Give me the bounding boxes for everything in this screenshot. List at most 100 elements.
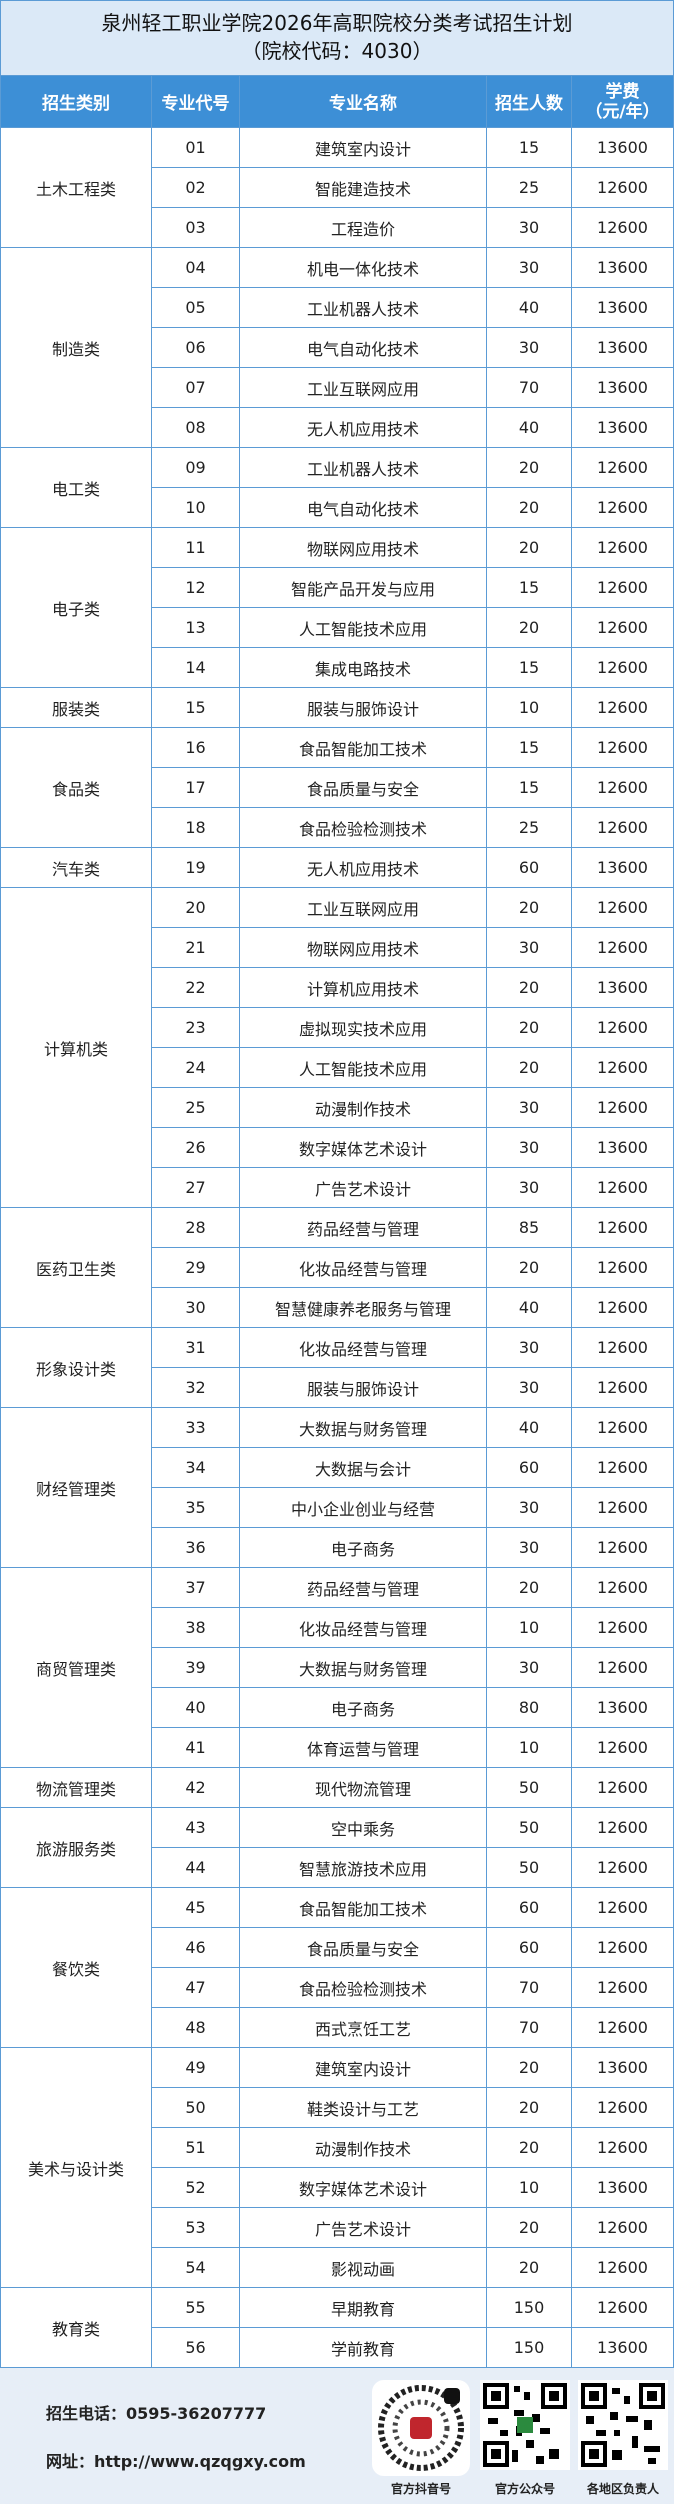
qr-label: 官方公众号	[494, 2482, 555, 2496]
major-code: 44	[152, 1848, 240, 1888]
enrollment: 20	[487, 2208, 572, 2248]
column-header: 学费 （元/年）	[572, 76, 674, 128]
enrollment: 50	[487, 1768, 572, 1808]
major-code: 48	[152, 2008, 240, 2048]
major-name: 广告艺术设计	[240, 1168, 487, 1208]
tuition: 12600	[572, 1408, 674, 1448]
tuition: 12600	[572, 1288, 674, 1328]
enrollment: 20	[487, 1248, 572, 1288]
major-code: 43	[152, 1808, 240, 1848]
enrollment: 30	[487, 328, 572, 368]
tuition: 13600	[572, 128, 674, 168]
enrollment: 40	[487, 1408, 572, 1448]
enrollment: 30	[487, 1368, 572, 1408]
qr-label: 官方抖音号	[390, 2482, 451, 2496]
major-name: 工业机器人技术	[240, 288, 487, 328]
enrollment: 10	[487, 1608, 572, 1648]
tuition: 13600	[572, 1128, 674, 1168]
tuition: 13600	[572, 848, 674, 888]
tuition: 12600	[572, 1088, 674, 1128]
column-header: 专业名称	[240, 76, 487, 128]
major-code: 06	[152, 328, 240, 368]
major-code: 30	[152, 1288, 240, 1328]
major-name: 电气自动化技术	[240, 488, 487, 528]
header-line: 学费	[605, 81, 640, 102]
major-name: 智慧健康养老服务与管理	[240, 1288, 487, 1328]
tuition: 13600	[572, 248, 674, 288]
enrollment: 30	[487, 1088, 572, 1128]
category-cell: 教育类	[0, 2288, 152, 2368]
major-name: 中小企业创业与经营	[240, 1488, 487, 1528]
category-cell: 计算机类	[0, 888, 152, 1208]
tuition: 12600	[572, 1368, 674, 1408]
enrollment: 15	[487, 728, 572, 768]
column-header: 招生类别	[0, 76, 152, 128]
enrollment: 60	[487, 1448, 572, 1488]
tuition: 12600	[572, 208, 674, 248]
category-cell: 商贸管理类	[0, 1568, 152, 1768]
major-name: 体育运营与管理	[240, 1728, 487, 1768]
enrollment: 60	[487, 848, 572, 888]
major-name: 建筑室内设计	[240, 128, 487, 168]
major-code: 28	[152, 1208, 240, 1248]
category-cell: 汽车类	[0, 848, 152, 888]
enrollment: 85	[487, 1208, 572, 1248]
enrollment: 70	[487, 368, 572, 408]
enrollment: 20	[487, 608, 572, 648]
tuition: 12600	[572, 1648, 674, 1688]
major-name: 集成电路技术	[240, 648, 487, 688]
major-name: 西式烹饪工艺	[240, 2008, 487, 2048]
major-code: 51	[152, 2128, 240, 2168]
tuition: 12600	[572, 1968, 674, 2008]
qr-label: 各地区负责人	[586, 2482, 659, 2496]
enrollment: 30	[487, 1648, 572, 1688]
major-name: 学前教育	[240, 2328, 487, 2368]
major-name: 工业互联网应用	[240, 368, 487, 408]
tuition: 12600	[572, 808, 674, 848]
tuition: 12600	[572, 1768, 674, 1808]
major-name: 空中乘务	[240, 1808, 487, 1848]
major-name: 无人机应用技术	[240, 408, 487, 448]
enrollment: 20	[487, 1568, 572, 1608]
header-line: （元/年）	[585, 101, 660, 122]
major-code: 26	[152, 1128, 240, 1168]
enrollment: 20	[487, 1008, 572, 1048]
category-cell: 土木工程类	[0, 128, 152, 248]
enrollment: 40	[487, 288, 572, 328]
tuition: 13600	[572, 288, 674, 328]
major-name: 影视动画	[240, 2248, 487, 2288]
tuition: 13600	[572, 368, 674, 408]
major-code: 18	[152, 808, 240, 848]
tuition: 12600	[572, 688, 674, 728]
enrollment: 60	[487, 1888, 572, 1928]
major-code: 49	[152, 2048, 240, 2088]
enrollment: 40	[487, 1288, 572, 1328]
tuition: 13600	[572, 2048, 674, 2088]
major-name: 食品智能加工技术	[240, 1888, 487, 1928]
category-cell: 电工类	[0, 448, 152, 528]
tuition: 12600	[572, 2248, 674, 2288]
major-code: 55	[152, 2288, 240, 2328]
major-name: 物联网应用技术	[240, 528, 487, 568]
enrollment: 15	[487, 768, 572, 808]
major-code: 33	[152, 1408, 240, 1448]
category-cell: 服装类	[0, 688, 152, 728]
major-name: 食品质量与安全	[240, 1928, 487, 1968]
tuition: 12600	[572, 2008, 674, 2048]
major-name: 机电一体化技术	[240, 248, 487, 288]
major-name: 数字媒体艺术设计	[240, 1128, 487, 1168]
tuition: 12600	[572, 488, 674, 528]
tuition: 13600	[572, 968, 674, 1008]
major-name: 服装与服饰设计	[240, 688, 487, 728]
enrollment: 15	[487, 128, 572, 168]
enrollment: 25	[487, 808, 572, 848]
major-name: 化妆品经营与管理	[240, 1328, 487, 1368]
enrollment: 20	[487, 1048, 572, 1088]
major-code: 27	[152, 1168, 240, 1208]
enrollment: 20	[487, 968, 572, 1008]
tuition: 12600	[572, 1048, 674, 1088]
enrollment: 20	[487, 528, 572, 568]
major-code: 31	[152, 1328, 240, 1368]
major-name: 电子商务	[240, 1528, 487, 1568]
